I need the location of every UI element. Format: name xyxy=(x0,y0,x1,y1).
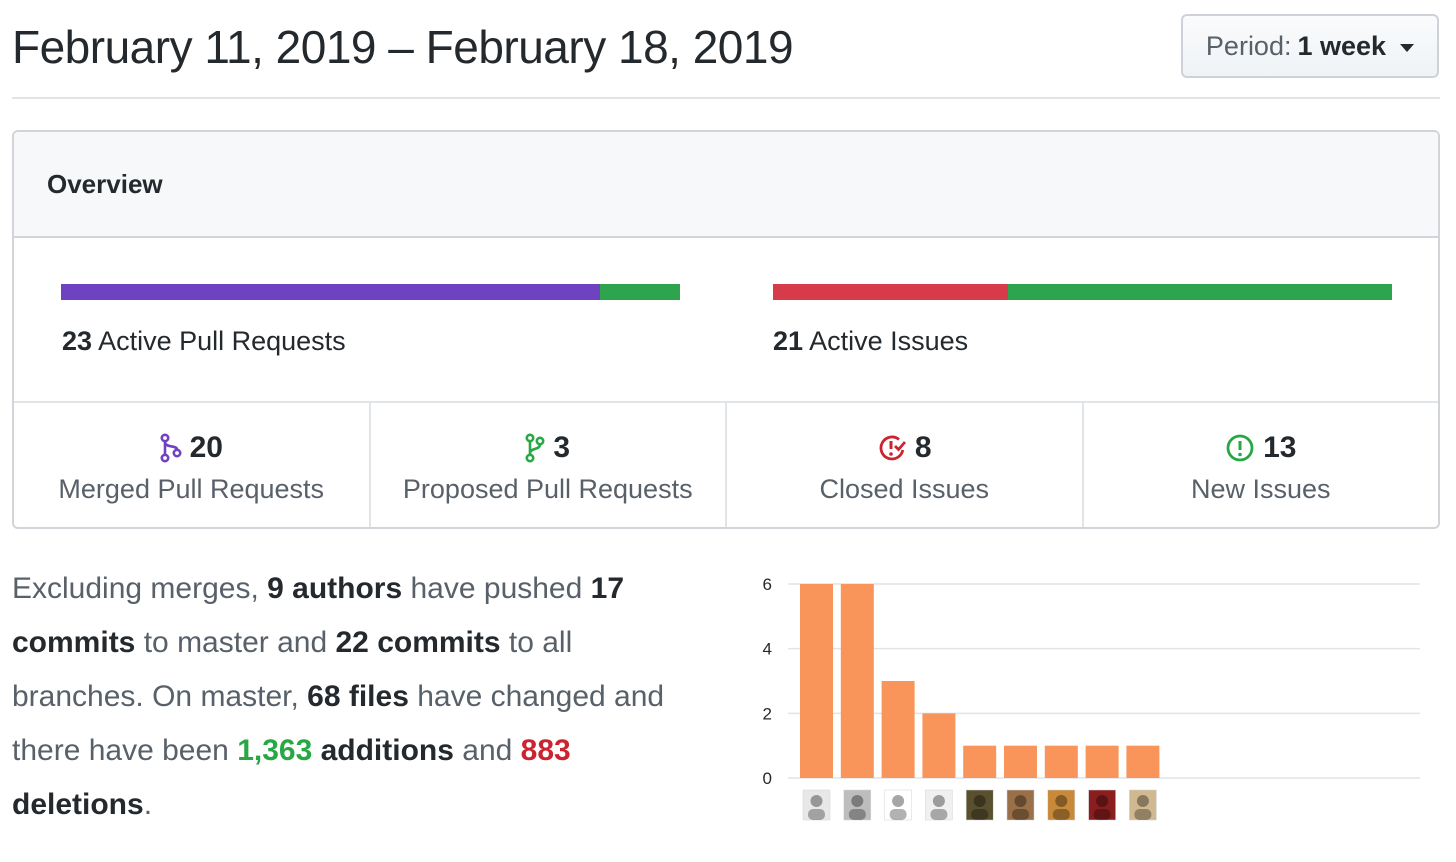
avatar-head-icon xyxy=(1096,795,1109,807)
avatar-body-icon xyxy=(1093,809,1111,820)
summary-text: . xyxy=(143,788,153,821)
period-label: Period: xyxy=(1205,30,1292,61)
active-pull-requests-label[interactable]: 23 Active Pull Requests xyxy=(62,326,346,357)
pull-requests-progress-bar[interactable] xyxy=(61,284,680,300)
avatar-body-icon xyxy=(1134,809,1152,820)
commits-per-author-chart: 0 2 4 6 xyxy=(750,570,1440,832)
active-pull-requests-count: 23 xyxy=(62,326,93,356)
overview-header: Overview xyxy=(14,132,1438,238)
commits-chart-svg: 0 2 4 6 xyxy=(763,575,1420,821)
date-range-title: February 11, 2019 – February 18, 2019 xyxy=(12,21,794,73)
proposed-pull-requests-count: 3 xyxy=(553,430,571,464)
y-tick-label: 4 xyxy=(763,640,772,659)
avatar-body-icon xyxy=(971,809,989,820)
period-value: 1 week xyxy=(1297,30,1387,61)
page-header: February 11, 2019 – February 18, 2019 Pe… xyxy=(12,0,1440,99)
avatar-head-icon xyxy=(1136,795,1149,807)
issue-opened-icon xyxy=(1225,433,1255,463)
bar xyxy=(1085,745,1119,778)
summary-text: and xyxy=(453,734,521,767)
stat-merged-pull-requests[interactable]: 20 Merged Pull Requests xyxy=(14,403,371,527)
merged-segment xyxy=(61,284,600,300)
issues-progress-bar[interactable] xyxy=(773,284,1392,300)
bar xyxy=(1126,745,1160,778)
stat-closed-issues[interactable]: 8 Closed Issues xyxy=(727,403,1084,527)
active-issues-text: Active Issues xyxy=(809,326,969,356)
closed-issues-label: Closed Issues xyxy=(819,473,990,504)
stat-proposed-pull-requests[interactable]: 3 Proposed Pull Requests xyxy=(371,403,727,527)
author-avatar[interactable] xyxy=(1129,789,1157,821)
git-pull-request-icon xyxy=(525,432,545,463)
author-avatar[interactable] xyxy=(1088,789,1116,821)
author-avatar[interactable] xyxy=(965,789,994,821)
master-commits-count: 17 commits xyxy=(12,572,625,659)
merged-pull-requests-count: 20 xyxy=(189,430,223,464)
stat-new-issues[interactable]: 13 New Issues xyxy=(1084,403,1439,527)
author-avatar[interactable] xyxy=(925,789,953,821)
y-tick-label: 0 xyxy=(763,769,772,788)
bar xyxy=(1004,745,1037,778)
bar xyxy=(1044,745,1078,778)
avatar-body-icon xyxy=(848,809,866,820)
overview-title: Overview xyxy=(47,168,163,199)
summary-text: have pushed xyxy=(402,572,591,605)
overview-bars: 23 Active Pull Requests 21 Active Issues xyxy=(14,238,1438,403)
open-segment xyxy=(599,284,680,300)
avatar-head-icon xyxy=(1014,795,1027,807)
avatar-head-icon xyxy=(810,795,823,807)
overview-panel: Overview 23 Active Pull Requests 21 Acti… xyxy=(12,130,1440,529)
additions-count: 1,363 xyxy=(237,734,313,767)
new-issues-label: New Issues xyxy=(1190,473,1331,504)
bar xyxy=(922,713,956,778)
merged-pull-requests-label: Merged Pull Requests xyxy=(58,473,325,504)
commit-summary: Excluding merges, 9 authors have pushed … xyxy=(12,562,712,832)
author-avatar[interactable] xyxy=(1047,789,1076,821)
all-branches-commits-count: 22 commits xyxy=(335,626,501,659)
period-dropdown-button[interactable]: Period: 1 week xyxy=(1181,14,1439,78)
author-avatar[interactable] xyxy=(802,789,831,821)
closed-issues-count: 8 xyxy=(914,430,932,464)
git-merge-icon xyxy=(160,432,182,463)
closed-segment xyxy=(773,284,1009,300)
avatar-head-icon xyxy=(1055,795,1068,807)
summary-text: to all branches. On master, xyxy=(12,626,573,713)
summary-text: Excluding merges, xyxy=(12,572,268,605)
issue-closed-icon xyxy=(877,433,907,463)
active-pull-requests-text: Active Pull Requests xyxy=(98,326,346,356)
bar xyxy=(800,584,833,778)
open-segment xyxy=(1008,284,1392,300)
author-avatar[interactable] xyxy=(843,789,872,821)
summary-text: to master and xyxy=(135,626,336,659)
avatar-head-icon xyxy=(851,795,864,807)
active-issues-count: 21 xyxy=(773,326,804,356)
author-avatar[interactable] xyxy=(1006,789,1035,821)
avatar-body-icon xyxy=(808,809,825,820)
avatar-body-icon xyxy=(1012,809,1029,820)
deletions-count: 883 xyxy=(520,734,571,767)
avatar-body-icon xyxy=(889,809,907,820)
new-issues-count: 13 xyxy=(1263,430,1297,464)
avatar-head-icon xyxy=(892,795,905,807)
y-tick-label: 6 xyxy=(763,575,772,594)
avatar-head-icon xyxy=(973,795,986,807)
bar xyxy=(840,584,874,778)
authors-count[interactable]: 9 authors xyxy=(267,572,403,605)
overview-stats: 20 Merged Pull Requests 3 Proposed Pull … xyxy=(14,403,1439,527)
proposed-pull-requests-label: Proposed Pull Requests xyxy=(402,473,693,504)
additions-word: additions xyxy=(312,734,454,767)
avatar-head-icon xyxy=(932,795,945,807)
y-tick-label: 2 xyxy=(763,704,772,723)
bar xyxy=(963,745,997,778)
files-changed-count: 68 files xyxy=(307,680,409,713)
bar xyxy=(881,681,915,778)
avatar-body-icon xyxy=(1052,809,1070,820)
avatar-body-icon xyxy=(930,809,948,820)
active-issues-label[interactable]: 21 Active Issues xyxy=(773,326,968,357)
deletions-word: deletions xyxy=(12,788,144,821)
summary-text: have changed and there have been xyxy=(12,680,665,767)
author-avatar[interactable] xyxy=(884,789,912,821)
chevron-down-icon xyxy=(1400,43,1415,52)
